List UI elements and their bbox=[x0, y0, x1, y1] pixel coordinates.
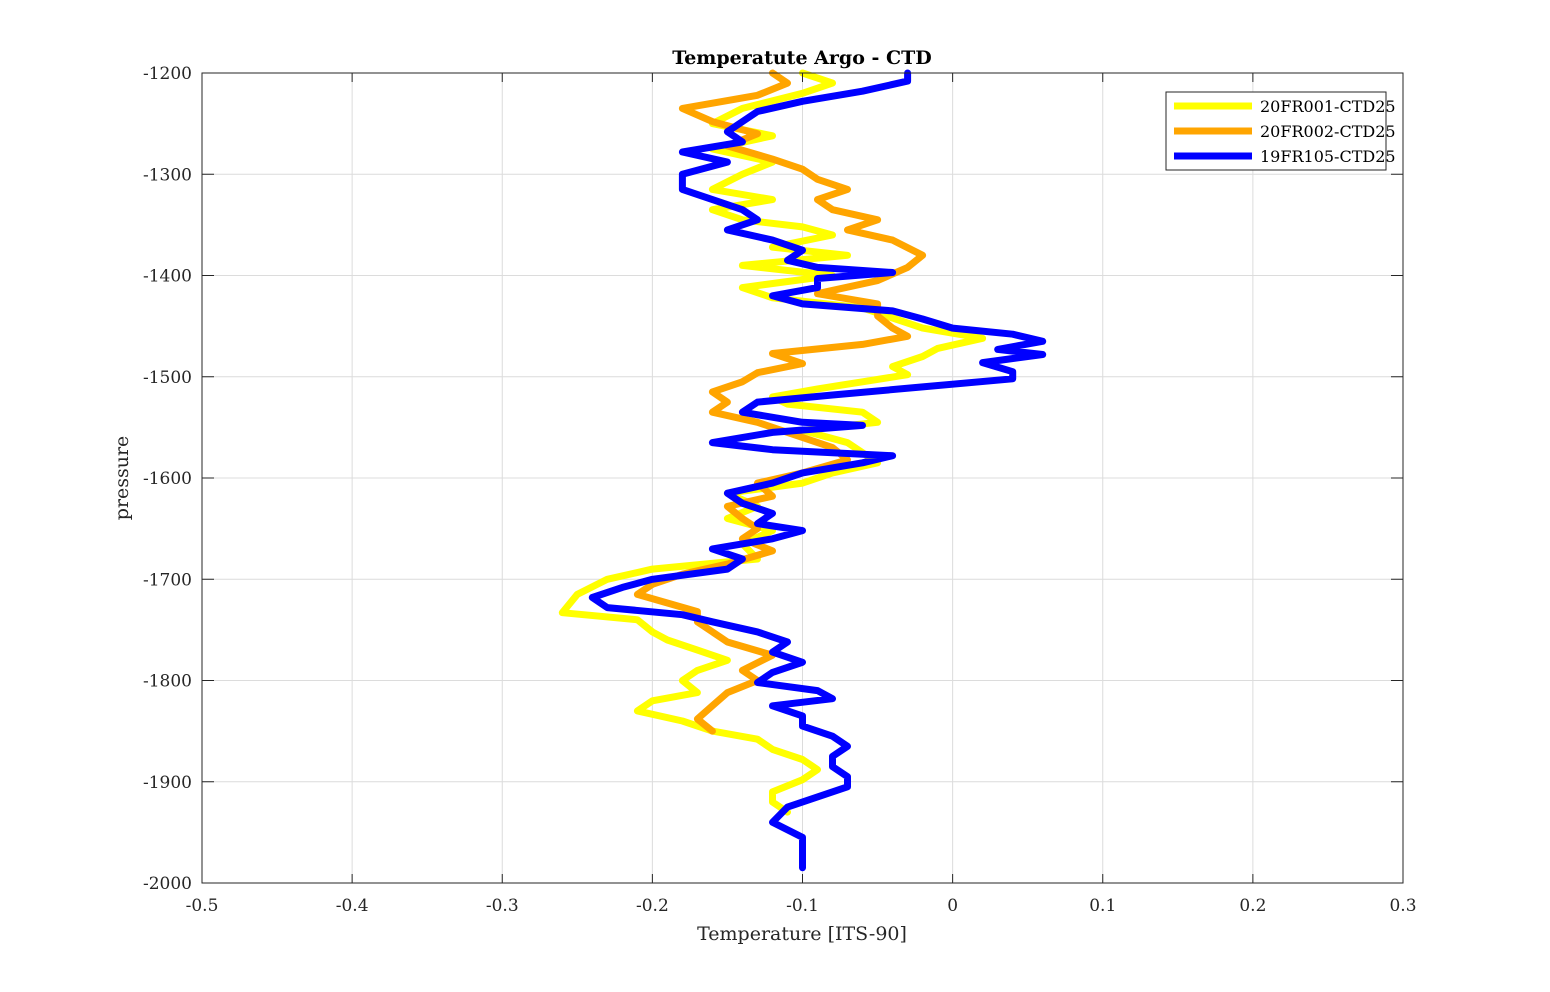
legend-label: 20FR002-CTD25 bbox=[1260, 122, 1396, 141]
x-tick-label: 0 bbox=[947, 896, 958, 916]
legend-label: 19FR105-CTD25 bbox=[1260, 147, 1396, 166]
y-tick-label: -1200 bbox=[143, 64, 192, 84]
x-axis-label: Temperature [ITS-90] bbox=[697, 923, 907, 945]
x-tick-label: -0.4 bbox=[336, 896, 369, 916]
x-tick-label: 0.3 bbox=[1389, 896, 1416, 916]
y-tick-label: -1800 bbox=[143, 672, 192, 692]
y-tick-label: -1900 bbox=[143, 773, 192, 793]
plot-area: -0.5 -0.4 -0.3 -0.2 -0.1 0 0.1 0.2 0.3 -1200 -130… bbox=[143, 64, 1417, 916]
x-tick-label: -0.3 bbox=[486, 896, 519, 916]
y-tick-label: -1400 bbox=[143, 267, 192, 287]
legend-entries: 20FR001-CTD25 20FR002-CTD25 19FR105-CTD25 bbox=[1174, 97, 1396, 166]
chart-title: Temperatute Argo - CTD bbox=[672, 47, 931, 69]
y-axis-label: pressure bbox=[111, 436, 133, 521]
y-tick-label: -1600 bbox=[143, 469, 192, 489]
y-tick-label: -2000 bbox=[143, 874, 192, 894]
x-tick-label: -0.1 bbox=[786, 896, 819, 916]
y-tick-label: -1500 bbox=[143, 368, 192, 388]
x-tick-label: -0.5 bbox=[186, 896, 219, 916]
legend-label: 20FR001-CTD25 bbox=[1260, 97, 1396, 116]
x-tick-label: 0.2 bbox=[1239, 896, 1266, 916]
y-tick-label: -1700 bbox=[143, 570, 192, 590]
legend: 20FR001-CTD25 20FR002-CTD25 19FR105-CTD25 bbox=[1166, 92, 1396, 170]
x-tick-label: 0.1 bbox=[1089, 896, 1116, 916]
x-tick-label: -0.2 bbox=[636, 896, 669, 916]
y-tick-label: -1300 bbox=[143, 165, 192, 185]
